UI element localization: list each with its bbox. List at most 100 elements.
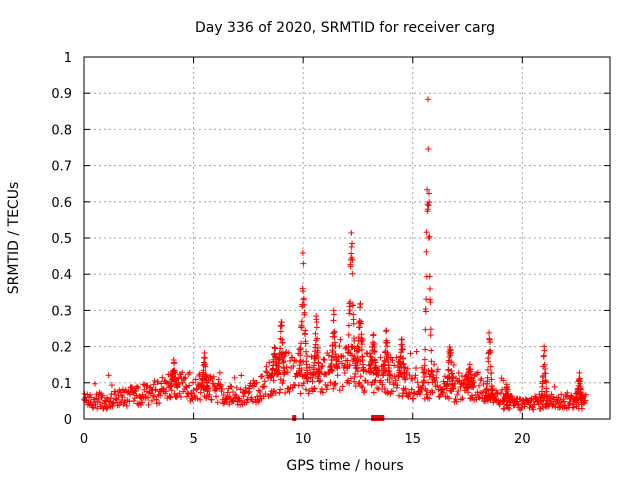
data-point — [297, 346, 304, 353]
data-point — [402, 364, 409, 371]
data-point — [411, 375, 418, 382]
data-point — [152, 386, 159, 393]
data-point — [522, 401, 529, 408]
data-point — [411, 390, 418, 397]
data-point — [228, 383, 235, 390]
data-point — [501, 405, 508, 412]
data-point — [479, 389, 486, 396]
data-point — [181, 375, 188, 382]
data-point — [381, 385, 388, 392]
data-point — [94, 405, 101, 412]
data-point — [245, 385, 252, 392]
x-axis-label: GPS time / hours — [286, 458, 403, 474]
data-point — [537, 405, 544, 412]
data-point — [334, 365, 341, 372]
data-point — [345, 331, 352, 338]
data-point — [313, 318, 320, 325]
data-point — [385, 351, 392, 358]
data-point — [257, 392, 264, 399]
data-point — [447, 349, 454, 356]
data-point — [357, 373, 364, 380]
data-point — [250, 377, 257, 384]
data-point — [478, 375, 485, 382]
data-point — [487, 363, 494, 370]
data-point — [311, 385, 318, 392]
data-point — [423, 296, 430, 303]
data-point — [457, 383, 464, 390]
data-point — [176, 390, 183, 397]
y-tick-label: 1 — [64, 51, 72, 66]
data-point — [190, 387, 197, 394]
data-point — [163, 379, 170, 386]
data-point — [135, 384, 142, 391]
data-point — [237, 386, 244, 393]
data-point — [159, 374, 166, 381]
data-point — [213, 393, 220, 400]
data-point — [407, 391, 414, 398]
data-point — [106, 398, 113, 405]
data-point — [159, 385, 166, 392]
data-point — [327, 379, 334, 386]
data-point — [277, 345, 284, 352]
data-point — [358, 383, 365, 390]
data-point — [304, 371, 311, 378]
data-point — [334, 372, 341, 379]
data-point — [550, 393, 557, 400]
data-point — [439, 386, 446, 393]
data-point — [399, 345, 406, 352]
data-point — [304, 352, 311, 359]
data-point — [112, 395, 119, 402]
data-point — [540, 352, 547, 359]
data-point — [434, 366, 441, 373]
data-point — [579, 405, 586, 412]
data-point — [396, 392, 403, 399]
data-point — [392, 377, 399, 384]
data-point — [280, 349, 287, 356]
data-point — [545, 403, 552, 410]
data-point — [460, 382, 467, 389]
data-point — [315, 354, 322, 361]
data-point — [110, 400, 117, 407]
data-point — [128, 384, 135, 391]
data-point — [301, 301, 308, 308]
data-point — [426, 285, 433, 292]
data-point — [257, 373, 264, 380]
data-point — [453, 398, 460, 405]
data-point — [190, 379, 197, 386]
data-point — [215, 376, 222, 383]
data-point — [342, 345, 349, 352]
data-point — [377, 377, 384, 384]
data-point — [132, 387, 139, 394]
data-point — [233, 384, 240, 391]
data-point — [423, 391, 430, 398]
data-point — [496, 401, 503, 408]
data-point — [407, 350, 414, 357]
data-point — [87, 391, 94, 398]
data-point — [131, 388, 138, 395]
data-point — [158, 380, 165, 387]
data-point — [297, 390, 304, 397]
data-point — [315, 373, 322, 380]
data-point — [444, 374, 451, 381]
data-point — [109, 403, 116, 410]
y-tick-label: 0.4 — [51, 268, 72, 283]
data-point — [263, 363, 270, 370]
data-point — [422, 308, 429, 315]
data-points — [81, 96, 589, 413]
data-point — [319, 363, 326, 370]
data-point — [280, 358, 287, 365]
x-tick-label: 0 — [80, 432, 88, 447]
data-point — [425, 96, 432, 103]
data-point — [302, 327, 309, 334]
x-tick-label: 5 — [189, 432, 197, 447]
data-point — [355, 344, 362, 351]
data-point — [427, 332, 434, 339]
data-point — [300, 260, 307, 267]
data-point — [428, 347, 435, 354]
data-point — [300, 380, 307, 387]
data-point — [261, 383, 268, 390]
data-point — [134, 383, 141, 390]
data-point — [500, 377, 507, 384]
gap-markers — [292, 415, 385, 421]
data-point — [299, 249, 306, 256]
